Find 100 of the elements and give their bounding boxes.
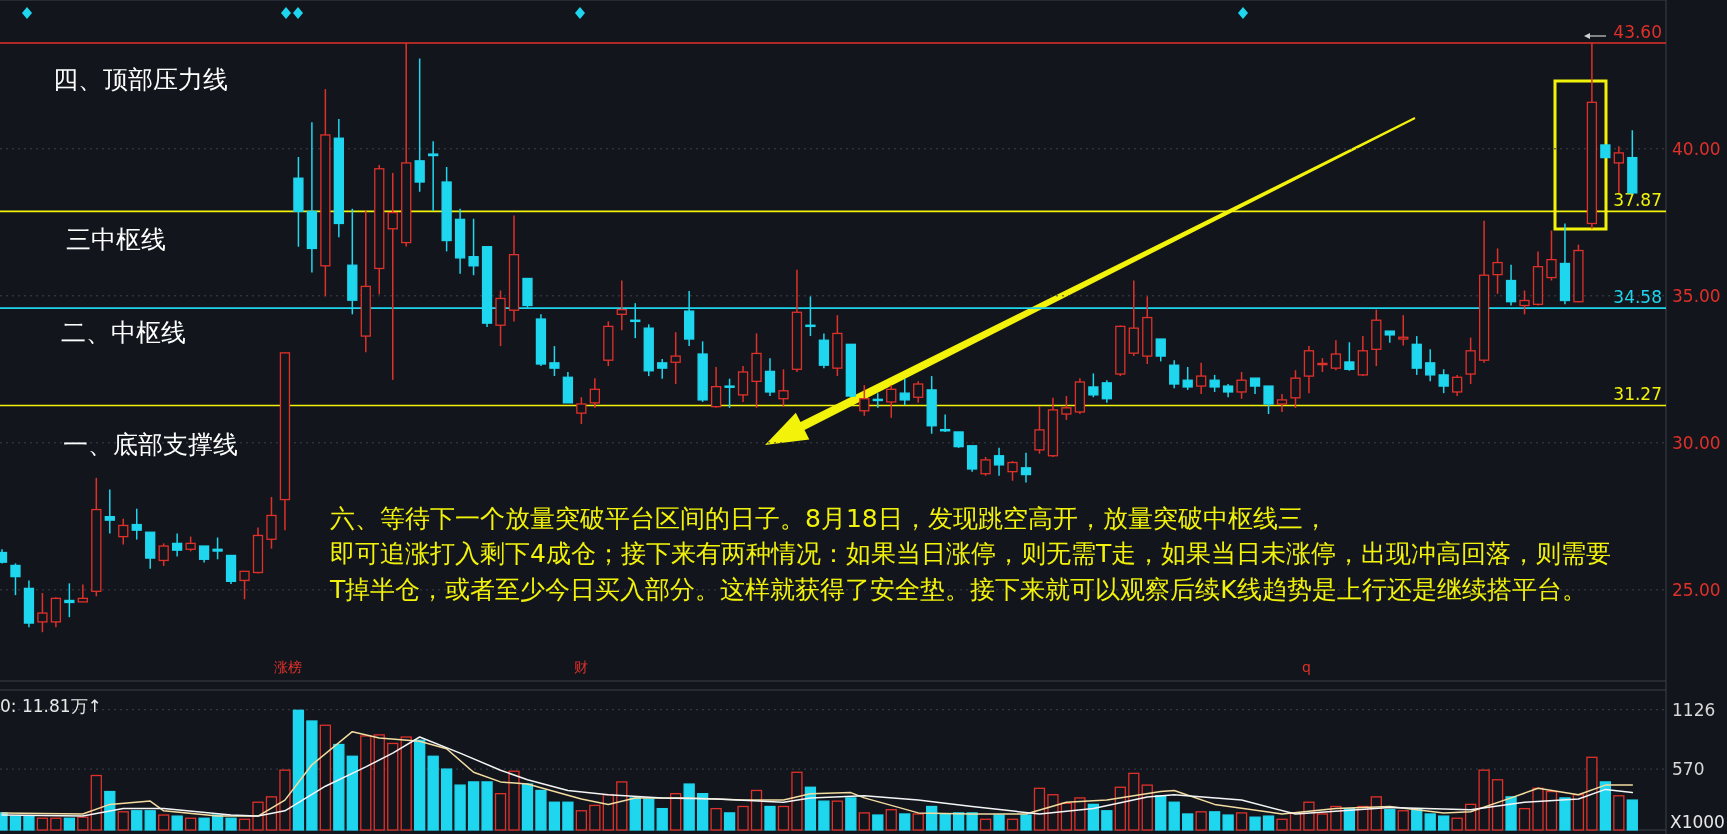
candlestick [1236,371,1247,400]
bar [1478,769,1490,831]
candlestick [1020,452,1032,484]
candlestick [1546,229,1557,282]
y-tick-label: 1126 [1672,699,1716,720]
bar [858,812,870,831]
bar [77,816,89,831]
bar [131,810,143,831]
bar [427,755,439,831]
chart-title: 0: 11.81万↑ [0,696,102,716]
bar [1532,787,1544,831]
bar [1545,790,1558,831]
annotation: 财 [574,659,588,675]
bar [9,815,22,831]
bar [1074,797,1086,831]
candlestick [1492,247,1503,295]
bar [414,739,426,831]
bar [144,810,156,831]
bar [1613,795,1625,831]
ref-line-label: 37.87 [1613,190,1662,211]
candlestick [1088,372,1099,398]
bar [333,743,345,831]
bar [171,815,183,831]
bar [562,801,574,831]
bar [440,768,453,831]
bar [319,724,332,831]
y-tick-label: 30.00 [1672,432,1721,453]
candlestick [77,583,88,603]
bar [508,770,520,831]
candlestick [1182,366,1193,391]
candlestick [1290,369,1301,409]
bar [346,755,358,831]
annotation: 涨榜 [274,659,302,675]
y-axis-title: X1000 [1670,812,1725,832]
bar [1572,794,1585,831]
bar [1087,803,1100,831]
annotation: 四、顶部压力线 [53,65,228,94]
bar [1155,795,1167,831]
bar [198,817,210,831]
candlestick [1263,385,1274,415]
candlestick [980,456,991,477]
bar [723,812,736,831]
bar [279,769,291,831]
candlestick [1452,374,1463,397]
candlestick [886,384,897,419]
candlestick [414,57,425,193]
bar [36,817,49,831]
bar [993,814,1005,831]
bar [616,781,628,831]
bar [643,798,655,831]
annotation: T掉半仓，或者至少今日买入部分。这样就获得了安全垫。接下来就可以观察后续K线趋势是上行还是继续搭平台。 [329,575,1587,604]
annotation: 一、底部支撑线 [63,430,238,459]
bar [494,793,507,831]
candlestick [966,445,978,473]
annotation: 六、等待下一个放量突破平台区间的日子。8月18日，发现跳空高开，放量突破中枢线三， [330,504,1328,533]
bar [1262,815,1275,831]
bar [360,735,372,831]
annotation: q [1302,659,1311,675]
bar [1141,784,1153,831]
candlestick [212,536,223,561]
bar [1114,786,1126,831]
bar [1438,815,1450,831]
bar [1222,814,1234,831]
bar [306,720,318,831]
candlestick [710,366,722,409]
bar [104,790,116,831]
bar [238,818,251,831]
candlestick [1519,289,1530,316]
bar [979,818,992,831]
annotation: 三中枢线 [66,225,166,254]
candlestick [104,488,115,535]
bar [1370,796,1382,831]
bar [575,810,588,831]
candlestick [50,596,62,628]
bar [764,805,776,831]
bar [696,793,709,831]
bar [1208,811,1221,831]
bar [454,784,466,831]
bar [1235,812,1248,831]
candlestick [1155,338,1166,363]
bar [1505,796,1517,831]
bar [1168,801,1180,831]
bar [373,734,385,831]
bar [602,794,614,831]
bar [1626,799,1638,831]
y-tick-label: 25.00 [1672,579,1721,600]
bar [777,805,790,831]
bar [1128,772,1140,831]
candlestick [1613,145,1624,194]
candlestick [576,396,587,425]
ref-line-label: 34.58 [1613,287,1662,308]
bar [670,793,682,831]
ref-line-label: 31.27 [1613,384,1662,405]
bar [481,781,493,831]
bar [225,817,237,831]
bar [548,801,561,831]
candlestick [10,562,21,596]
candlestick [616,279,627,331]
bar [1033,787,1046,831]
candlestick [737,365,749,403]
